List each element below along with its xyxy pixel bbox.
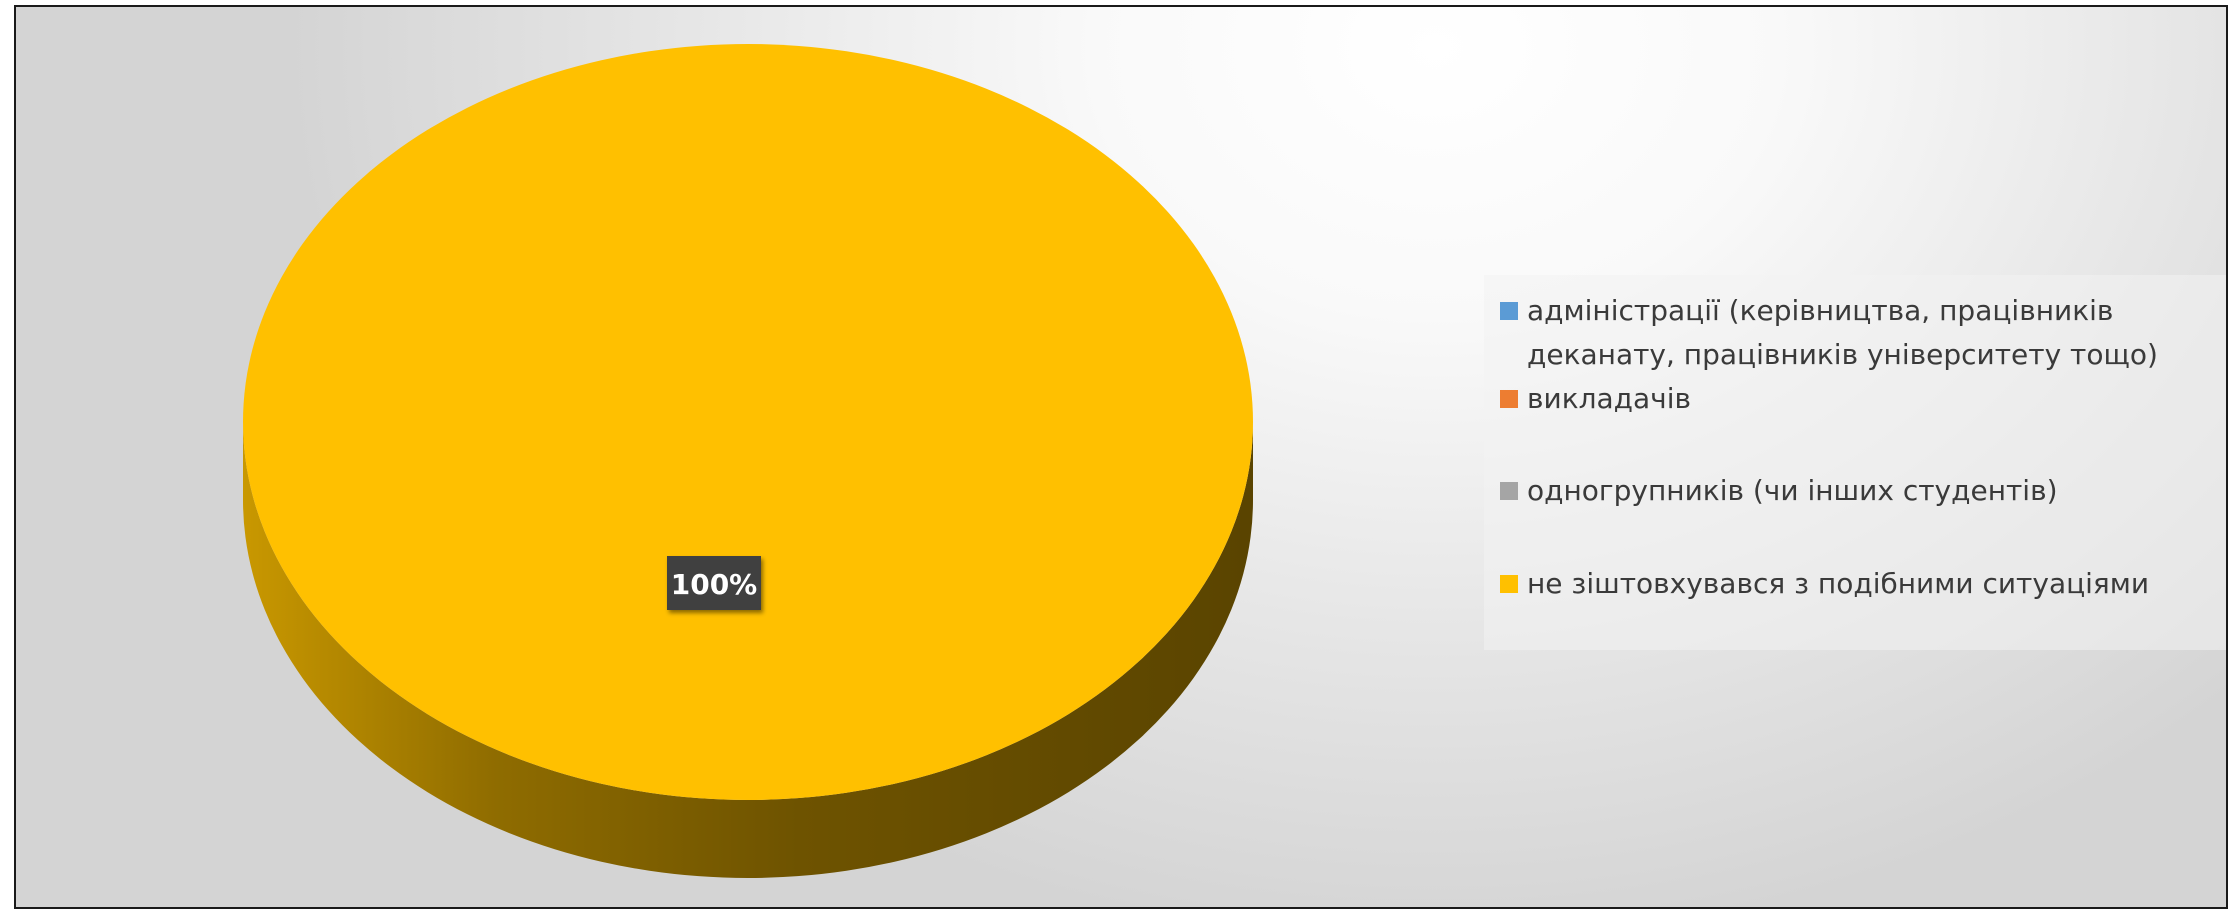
legend-swatch-teachers <box>1500 390 1518 408</box>
pie-chart: 100% <box>243 44 1253 878</box>
pie-slice-not-encountered <box>243 44 1253 800</box>
legend-swatch-administration <box>1500 302 1518 320</box>
data-label-not-encountered: 100% <box>667 556 761 610</box>
pie-slice-side-not-encountered <box>243 422 1253 878</box>
legend-swatch-groupmates <box>1500 482 1518 500</box>
legend-label-administration: адміністрації (керівництва, працівників … <box>1527 294 2158 371</box>
legend-item-administration: адміністрації (керівництва, працівників … <box>1500 289 2218 377</box>
legend-label-not-encountered: не зіштовхувався з подібними ситуаціями <box>1527 567 2150 600</box>
legend-item-groupmates: одногрупників (чи інших студентів) <box>1500 469 2218 513</box>
data-label-box <box>667 556 761 610</box>
legend-item-teachers: викладачів <box>1500 377 2218 421</box>
legend-swatch-not-encountered <box>1500 575 1518 593</box>
legend: адміністрації (керівництва, працівників … <box>1484 275 2226 650</box>
legend-item-not-encountered: не зіштовхувався з подібними ситуаціями <box>1500 562 2218 606</box>
legend-label-teachers: викладачів <box>1527 382 1692 415</box>
data-label-text: 100% <box>671 568 758 601</box>
chart-area: 100% адміністрації (керівництва, працівн… <box>14 5 2228 909</box>
legend-label-groupmates: одногрупників (чи інших студентів) <box>1527 474 2058 507</box>
